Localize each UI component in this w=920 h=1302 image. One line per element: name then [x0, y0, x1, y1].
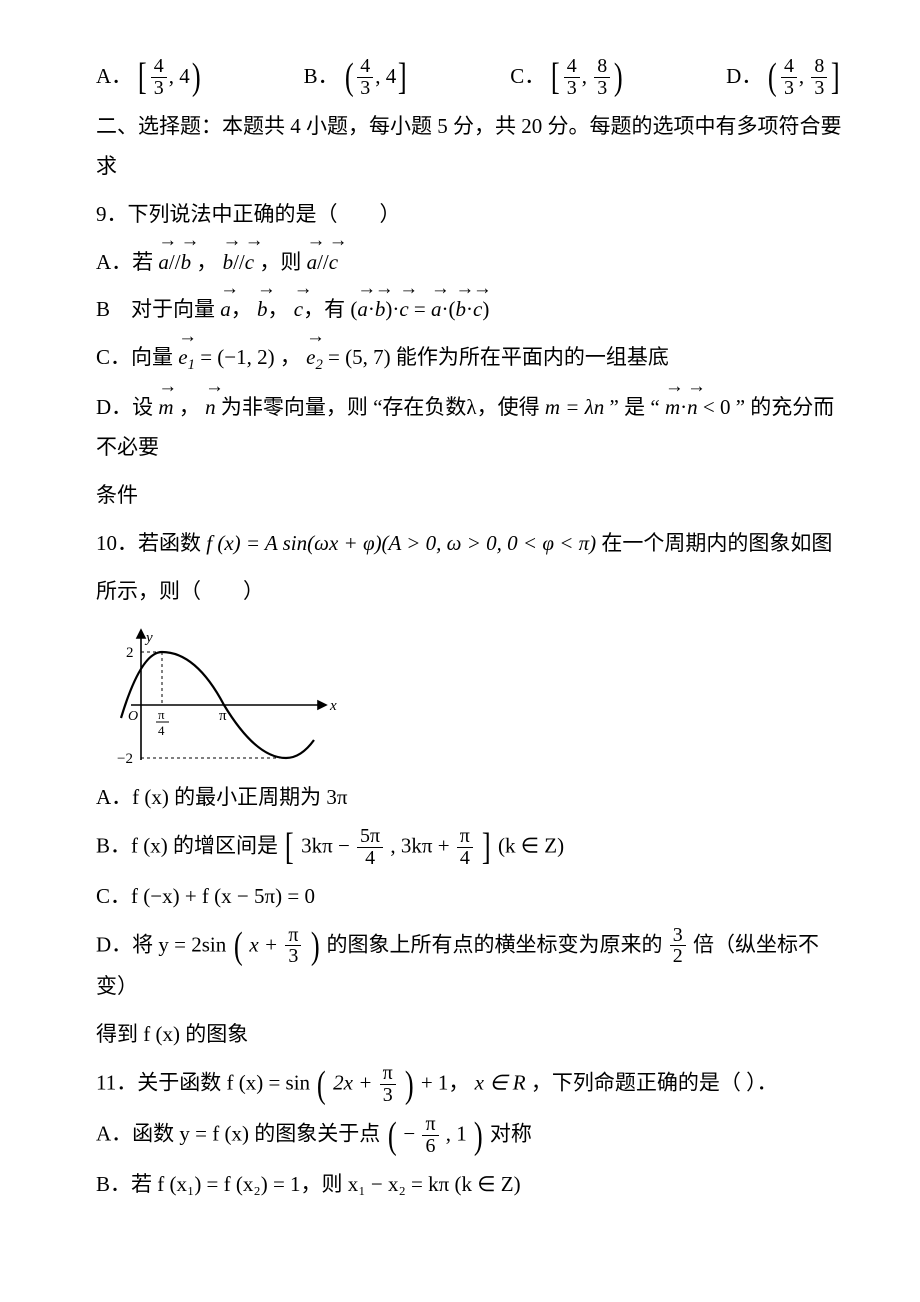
vector-m: →m — [158, 388, 173, 428]
q10-option-a: A．f (x) 的最小正周期为 3π — [96, 778, 842, 818]
left-bracket: [ — [138, 60, 147, 94]
vector-b: →b — [223, 243, 234, 283]
q10-stem-line1: 10．若函数 f (x) = A sin(ωx + φ)(A > 0, ω > … — [96, 524, 842, 564]
q9-option-a: A．若 →a//→b ， →b//→c ，则 →a//→c — [96, 243, 842, 283]
svg-text:π: π — [158, 707, 165, 722]
svg-text:O: O — [128, 709, 138, 724]
svg-text:4: 4 — [158, 723, 165, 738]
q9-option-c: C．向量 →e1 = (−1, 2) ， →e2 = (5, 7) 能作为所在平… — [96, 338, 842, 380]
svg-text:x: x — [329, 698, 337, 714]
q8-option-c: C． [ 43 , 83 ) — [510, 56, 625, 99]
q10-graph: 2 −2 O y x π 4 π — [96, 620, 346, 770]
q10-option-c: C．f (−x) + f (x − 5π) = 0 — [96, 877, 842, 917]
q9-option-b: B 对于向量 →a， →b， →c，有 (→a·→b)·→c = →a·(→b·… — [96, 290, 842, 330]
right-bracket: ] — [831, 60, 840, 94]
vector-a: →a — [158, 243, 169, 283]
vector-e1: →e1 — [178, 338, 195, 380]
q10-option-d-line2: 得到 f (x) 的图象 — [96, 1015, 842, 1055]
vector-b: →b — [181, 243, 192, 283]
vector-c: →c — [329, 243, 338, 283]
vector-c: →c — [245, 243, 254, 283]
svg-text:−2: −2 — [117, 751, 133, 767]
section2-header: 二、选择题：本题共 4 小题，每小题 5 分，共 20 分。每题的选项中有多项符… — [96, 107, 842, 187]
left-bracket: ( — [345, 60, 354, 94]
q11-option-a: A．函数 y = f (x) 的图象关于点 ( − π6 , 1 ) 对称 — [96, 1114, 842, 1157]
exam-page: A． [ 43 , 4 ) B． ( 43 , 4 ] C． [ 43 , 83… — [0, 0, 920, 1302]
left-bracket: ( — [768, 60, 777, 94]
svg-text:π: π — [219, 708, 227, 724]
q8-option-d: D． ( 43 , 83 ] — [726, 56, 842, 99]
vector-a: →a — [307, 243, 318, 283]
right-bracket: ) — [614, 60, 623, 94]
option-label: A． — [96, 57, 132, 97]
vector-e2: →e2 — [306, 338, 323, 380]
q10-option-b: B．f (x) 的增区间是 [ 3kπ − 5π4 , 3kπ + π4 ] (… — [96, 826, 842, 869]
q11-stem: 11．关于函数 f (x) = sin ( 2x + π3 ) + 1， x ∈… — [96, 1063, 842, 1106]
left-bracket: [ — [551, 60, 560, 94]
option-label: B． — [304, 57, 339, 97]
option-label: C． — [510, 57, 545, 97]
q10-stem-line2: 所示，则（ ） — [96, 572, 842, 612]
option-label: D． — [726, 57, 762, 97]
svg-text:y: y — [144, 630, 153, 646]
q10-option-d: D．将 y = 2sin ( x + π3 ) 的图象上所有点的横坐标变为原来的… — [96, 925, 842, 1008]
q9-option-d-line2: 条件 — [96, 476, 842, 516]
q8-option-a: A． [ 43 , 4 ) — [96, 56, 202, 99]
q8-options-row: A． [ 43 , 4 ) B． ( 43 , 4 ] C． [ 43 , 83… — [96, 56, 842, 99]
q9-stem: 9．下列说法中正确的是（ ） — [96, 195, 842, 235]
fraction: 43 — [151, 56, 167, 99]
q8-option-b: B． ( 43 , 4 ] — [304, 56, 409, 99]
vector-n: →n — [205, 388, 216, 428]
right-bracket: ] — [398, 60, 407, 94]
q11-option-b: B．若 f (x₁) = f (x₂) = 1，则 x₁ − x₂ = kπ (… — [96, 1165, 842, 1205]
right-bracket: ) — [192, 60, 201, 94]
svg-text:2: 2 — [126, 645, 134, 661]
q9-option-d: D．设 →m ， →n 为非零向量，则 “存在负数λ，使得 m = λn ” 是… — [96, 388, 842, 468]
